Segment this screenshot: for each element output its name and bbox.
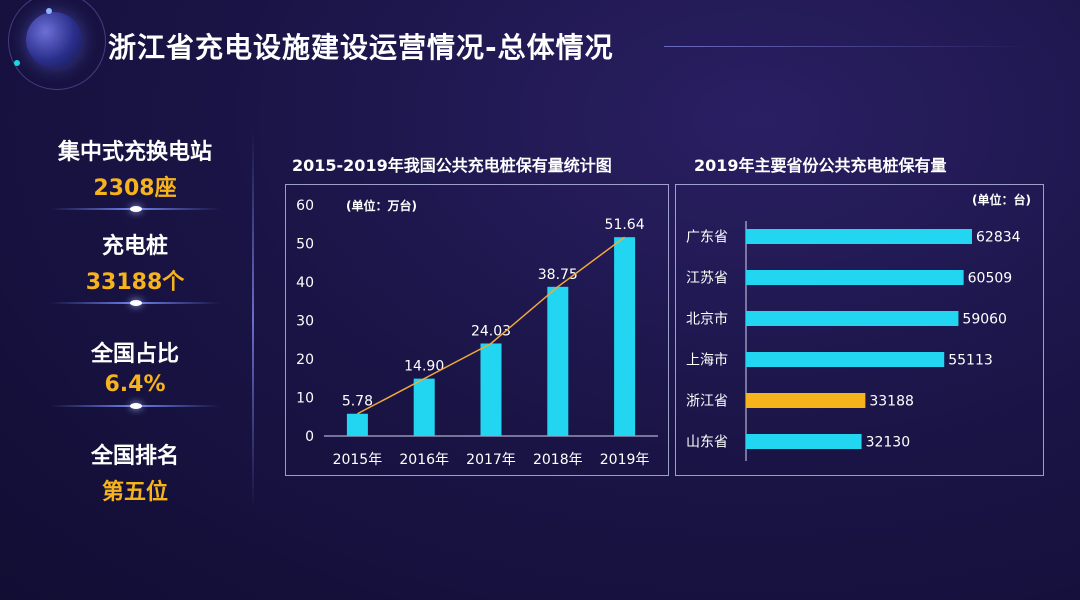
bar (614, 237, 636, 436)
trend-line (357, 236, 626, 415)
x-tick-label: 2016年 (399, 452, 449, 468)
stat-rank: 全国排名 第五位 (40, 438, 230, 506)
y-tick-label: 60 (296, 198, 314, 214)
vertical-divider (252, 130, 254, 510)
data-label: 32130 (866, 435, 911, 451)
chart-title-provinces: 2019年主要省份公共充电桩保有量 (694, 156, 947, 175)
unit-label: (单位：台) (972, 192, 1031, 207)
bar (413, 378, 435, 436)
decor-orb (26, 12, 82, 68)
stat-divider (50, 403, 220, 409)
y-tick-label: 10 (296, 391, 314, 407)
province-bar-chart: (单位：台) 广东省 62834 江苏省 60509 北京市 59060 上海市 55113 浙江… (686, 192, 1031, 461)
category-label: 广东省 (686, 230, 728, 246)
x-tick-label: 2015年 (333, 452, 383, 468)
stat-stations: 集中式充换电站 2308座 (40, 134, 230, 202)
national-bar-chart: 0 10 20 30 40 50 60 (单位：万台) 5.78 2015年 14.90 2016年 2… (296, 198, 658, 468)
x-tick-label: 2018年 (533, 452, 583, 468)
data-label: 14.90 (404, 359, 444, 375)
data-label: 33188 (869, 394, 914, 410)
bar (746, 393, 866, 408)
category-label: 江苏省 (686, 271, 728, 287)
stat-share: 全国占比 6.4% (40, 336, 230, 397)
y-tick-label: 0 (305, 429, 314, 445)
y-tick-label: 40 (296, 275, 314, 291)
category-label: 山东省 (686, 435, 728, 451)
data-label: 62834 (976, 230, 1021, 246)
bar (346, 413, 368, 436)
data-label: 38.75 (538, 267, 578, 283)
y-tick-label: 20 (296, 352, 314, 368)
data-label: 51.64 (605, 217, 645, 233)
decor-ring (8, 0, 106, 90)
stat-value: 33188个 (85, 270, 185, 295)
stat-divider (50, 206, 220, 212)
title-divider (664, 46, 1034, 47)
bar (746, 270, 964, 285)
category-label: 上海市 (686, 352, 728, 369)
page-title: 浙江省充电设施建设运营情况-总体情况 (108, 31, 614, 64)
category-label: 浙江省 (686, 394, 728, 410)
data-label: 60509 (968, 271, 1013, 287)
chart-title-national: 2015-2019年我国公共充电桩保有量统计图 (292, 156, 612, 175)
chart-panel-national: 0 10 20 30 40 50 60 (单位：万台) 5.78 2015年 14.90 2016年 2… (285, 184, 669, 476)
data-label: 55113 (948, 353, 993, 369)
stat-value: 第五位 (101, 480, 168, 505)
stat-value: 2308座 (93, 176, 177, 201)
bar (547, 286, 569, 436)
stat-label: 集中式充换电站 (57, 140, 212, 165)
stat-value: 6.4% (104, 372, 166, 397)
x-tick-label: 2017年 (466, 452, 516, 468)
stat-label: 全国排名 (90, 444, 179, 469)
y-tick-label: 50 (296, 237, 314, 253)
stat-chargers: 充电桩 33188个 (40, 228, 230, 296)
y-tick-label: 30 (296, 314, 314, 330)
data-label: 59060 (962, 312, 1007, 328)
bar (746, 434, 862, 449)
bar (480, 343, 502, 436)
bar (746, 311, 959, 326)
stat-divider (50, 300, 220, 306)
x-tick-label: 2019年 (600, 452, 650, 468)
decor-dot (46, 8, 52, 14)
data-label: 5.78 (342, 394, 373, 410)
bar (746, 229, 972, 244)
category-label: 北京市 (686, 311, 728, 328)
decor-dot (14, 60, 20, 66)
stat-label: 全国占比 (90, 342, 179, 367)
chart-panel-provinces: (单位：台) 广东省 62834 江苏省 60509 北京市 59060 上海市 55113 浙江… (675, 184, 1044, 476)
unit-label: (单位：万台) (346, 198, 417, 213)
stat-label: 充电桩 (101, 234, 168, 259)
bar (746, 352, 945, 367)
